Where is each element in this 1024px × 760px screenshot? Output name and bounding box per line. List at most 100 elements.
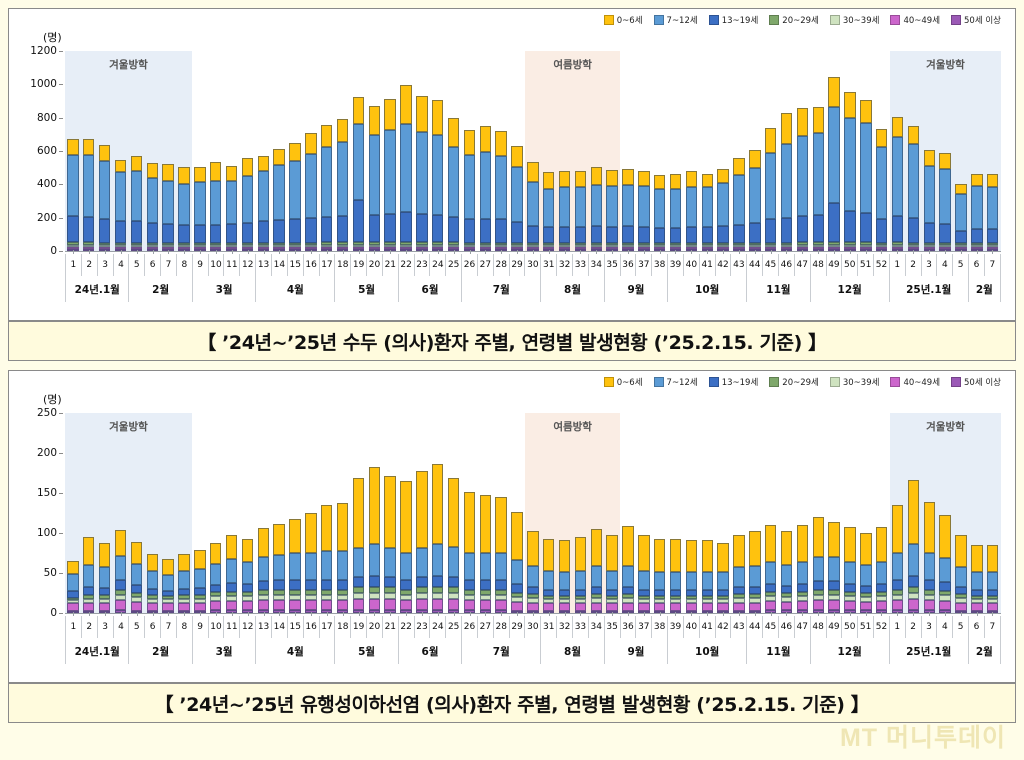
x-axis-week-label: 17 <box>318 612 335 638</box>
bar-segment <box>923 149 936 167</box>
stacked-bar <box>876 128 888 251</box>
bar-segment <box>654 188 666 228</box>
x-axis-week-label: 43 <box>730 250 746 276</box>
bar-segment <box>352 200 365 242</box>
bar-segment <box>527 225 539 243</box>
bar-slot <box>937 51 953 251</box>
stacked-bar <box>162 163 174 251</box>
bar-segment <box>416 132 428 214</box>
bar-series-group <box>65 413 1001 613</box>
x-axis-week-label: 35 <box>603 612 620 638</box>
bar-segment <box>685 596 698 600</box>
bar-segment <box>780 597 793 602</box>
stacked-bar <box>971 173 983 251</box>
bar-segment <box>574 247 587 249</box>
bar-segment <box>352 123 365 201</box>
bar-segment <box>780 217 793 243</box>
bar-slot <box>509 51 525 251</box>
bar-segment <box>669 599 682 604</box>
bar-segment <box>289 553 301 581</box>
bar-segment <box>463 594 476 601</box>
bar-segment <box>796 596 809 602</box>
stacked-bar <box>749 149 761 251</box>
bar-slot <box>239 51 255 251</box>
bar-slot <box>128 51 144 251</box>
bar-segment <box>765 127 777 153</box>
bar-segment <box>638 227 650 243</box>
bar-segment <box>463 155 476 219</box>
bar-slot <box>350 413 366 613</box>
bar-segment <box>305 154 317 218</box>
bar-segment <box>209 245 222 247</box>
bar-segment <box>225 609 238 613</box>
x-axis-month-label: 24년.1월 <box>65 638 128 664</box>
x-axis-month-label: 11월 <box>746 638 809 664</box>
bar-slot <box>509 413 525 613</box>
bar-segment <box>558 227 571 243</box>
bar-segment <box>796 525 809 562</box>
bar-segment <box>479 126 491 152</box>
bar-segment <box>701 589 713 597</box>
stacked-bar <box>447 477 460 613</box>
bar-segment <box>209 224 222 243</box>
bar-segment <box>67 591 79 598</box>
stacked-bar <box>606 169 618 251</box>
bar-slot <box>255 413 271 613</box>
bar-segment <box>654 247 666 249</box>
x-axis-week-label: 46 <box>777 250 794 276</box>
bar-segment <box>654 538 666 573</box>
bar-segment <box>400 481 412 554</box>
bar-segment <box>891 589 904 595</box>
x-axis-tick-mark <box>707 612 709 616</box>
bar-segment <box>447 118 460 148</box>
bar-segment <box>431 544 444 577</box>
bar-segment <box>289 161 301 219</box>
x-axis-tick-mark <box>770 250 772 254</box>
x-axis-week-label: 42 <box>714 250 731 276</box>
x-axis-month-label: 24년.1월 <box>65 276 128 302</box>
bar-segment <box>543 589 555 597</box>
bar-segment <box>796 215 809 243</box>
x-axis-tick-mark <box>723 250 725 254</box>
bar-segment <box>812 600 825 610</box>
bar-segment <box>83 249 95 251</box>
x-axis-month-label: 8월 <box>540 276 603 302</box>
stacked-bar <box>654 538 666 613</box>
bar-segment <box>876 592 888 597</box>
bar-segment <box>765 592 777 597</box>
bar-segment <box>685 243 698 245</box>
x-axis-month-label: 5월 <box>334 276 397 302</box>
bar-segment <box>606 570 618 590</box>
bar-segment <box>209 601 222 610</box>
bar-segment <box>955 230 967 243</box>
bar-segment <box>336 589 349 595</box>
vacation-band-label: 겨울방학 <box>926 421 965 433</box>
bar-slot <box>842 51 858 251</box>
bar-segment <box>336 600 349 610</box>
bar-segment <box>780 245 793 247</box>
bar-segment <box>891 594 904 601</box>
bar-segment <box>765 601 777 610</box>
x-axis-week-label: 12 <box>239 612 255 638</box>
bar-segment <box>495 245 507 247</box>
bar-segment <box>368 544 380 577</box>
bar-segment <box>812 581 825 590</box>
bar-segment <box>971 599 983 604</box>
bar-segment <box>923 589 936 595</box>
bar-segment <box>178 183 190 225</box>
x-axis-tick-mark <box>913 612 915 616</box>
bar-segment <box>780 242 793 245</box>
x-axis-tick-mark <box>390 612 392 616</box>
bar-segment <box>400 241 412 245</box>
legend-item-1: 0~6세 <box>603 376 643 388</box>
stacked-bar <box>400 481 412 613</box>
bar-segment <box>225 583 238 593</box>
bar-segment <box>907 125 920 145</box>
bar-segment <box>923 223 936 243</box>
x-axis-week-label: 46 <box>777 612 794 638</box>
bar-segment <box>67 216 79 242</box>
bar-segment <box>463 130 476 156</box>
x-axis-tick-mark <box>406 250 408 254</box>
x-axis-week-label: 8 <box>175 612 192 638</box>
bar-slot <box>525 51 541 251</box>
